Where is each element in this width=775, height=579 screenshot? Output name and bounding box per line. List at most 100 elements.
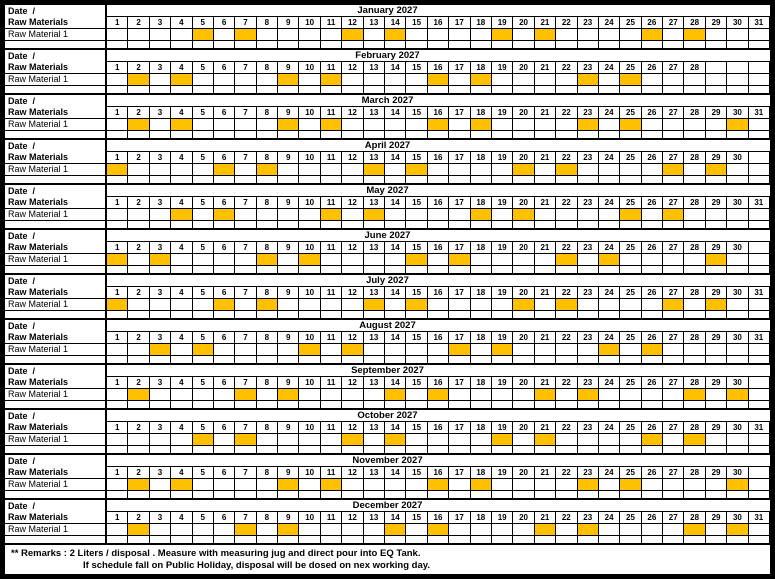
empty-cell	[556, 221, 578, 228]
empty-cell	[235, 446, 257, 453]
day-number-cell: 9	[278, 62, 300, 74]
day-number-cell: 24	[598, 197, 621, 209]
material-cell	[406, 524, 428, 536]
empty-cell	[150, 311, 172, 318]
day-number-cell: 25	[620, 242, 642, 254]
empty-row-label	[5, 536, 107, 543]
empty-cell	[235, 356, 257, 363]
empty-cell	[492, 176, 514, 183]
material-cell	[256, 479, 279, 491]
day-number-cell: 27	[663, 377, 685, 389]
empty-cell	[642, 221, 664, 228]
day-number-cell: 1	[107, 107, 129, 119]
day-number-cell: 30	[727, 512, 749, 524]
material-cell	[598, 74, 621, 86]
disposal-scheduled-cell	[470, 74, 492, 86]
empty-cell	[578, 86, 599, 93]
material-cell	[149, 479, 172, 491]
material-cell	[256, 344, 279, 356]
material-cell	[705, 74, 728, 86]
empty-cell	[684, 266, 706, 273]
empty-cell	[428, 41, 450, 48]
day-number-cell: 17	[449, 107, 471, 119]
day-number-cell: 20	[513, 62, 535, 74]
empty-cell	[257, 266, 279, 273]
material-cell	[107, 389, 129, 401]
day-number-cell: 6	[213, 287, 236, 299]
day-number-cell: 1	[107, 242, 129, 254]
material-cell	[299, 119, 321, 131]
empty-cell	[578, 536, 599, 543]
material-row-label: Raw Material 1	[5, 164, 107, 176]
day-number-cell: 27	[663, 512, 685, 524]
empty-cell	[428, 221, 450, 228]
disposal-scheduled-cell	[171, 209, 193, 221]
empty-cell	[492, 86, 514, 93]
disposal-scheduled-cell	[513, 164, 535, 176]
empty-cell	[749, 221, 770, 228]
empty-cell	[428, 401, 450, 408]
day-number-cell: 24	[598, 242, 621, 254]
day-number-cell: 4	[171, 422, 193, 434]
material-cell	[213, 434, 236, 446]
day-number-cell: 15	[406, 62, 428, 74]
empty-cell	[150, 356, 172, 363]
disposal-scheduled-cell	[556, 299, 578, 311]
material-cell	[299, 209, 321, 221]
empty-cell	[128, 401, 150, 408]
disposal-scheduled-cell	[449, 344, 471, 356]
day-number-cell: 3	[149, 332, 172, 344]
material-cell	[149, 389, 172, 401]
empty-cell	[449, 86, 471, 93]
day-number-cell: 2	[128, 467, 150, 479]
material-row-label: Raw Material 1	[5, 254, 107, 266]
month-title: December 2027	[352, 500, 423, 511]
empty-cell	[406, 401, 428, 408]
disposal-scheduled-cell	[684, 389, 706, 401]
empty-cell	[235, 401, 257, 408]
material-cell	[342, 164, 364, 176]
empty-cell	[556, 491, 578, 498]
day-number-cell: 23	[577, 242, 599, 254]
material-row-label: Raw Material 1	[5, 299, 107, 311]
day-number-cell: 2	[128, 152, 150, 164]
day-number-cell: 9	[278, 197, 300, 209]
empty-cell	[449, 446, 471, 453]
material-cell	[299, 299, 321, 311]
day-number-cell: 21	[534, 242, 557, 254]
disposal-scheduled-cell	[278, 119, 300, 131]
day-number-cell: 10	[299, 62, 321, 74]
day-number-cell: 23	[577, 62, 599, 74]
material-cell	[363, 479, 386, 491]
day-number-cell: 30	[727, 197, 749, 209]
material-cell	[406, 119, 428, 131]
day-number-cell: 14	[385, 467, 407, 479]
empty-cell	[257, 356, 279, 363]
empty-cell	[214, 311, 236, 318]
disposal-scheduled-cell	[577, 524, 599, 536]
day-number-cell: 13	[363, 242, 386, 254]
day-number-cell: 11	[320, 377, 343, 389]
empty-cell	[663, 491, 685, 498]
material-cell	[598, 119, 621, 131]
empty-cell	[342, 41, 364, 48]
empty-cell	[321, 491, 343, 498]
material-cell	[491, 479, 514, 491]
empty-cell	[214, 446, 236, 453]
material-cell	[149, 209, 172, 221]
material-cell	[342, 389, 364, 401]
day-number-cell: 17	[449, 422, 471, 434]
day-number-cell: 11	[320, 467, 343, 479]
day-number-cell: 5	[192, 62, 214, 74]
empty-cell	[321, 536, 343, 543]
empty-cell	[193, 536, 214, 543]
empty-cell	[428, 266, 450, 273]
disposal-scheduled-cell	[213, 164, 236, 176]
day-number-cell: 28	[684, 242, 706, 254]
material-cell	[513, 254, 535, 266]
material-cell	[534, 344, 557, 356]
day-number-cell: 28	[684, 467, 706, 479]
day-number-cell: 18	[470, 467, 492, 479]
material-cell	[278, 209, 300, 221]
material-cell	[213, 119, 236, 131]
